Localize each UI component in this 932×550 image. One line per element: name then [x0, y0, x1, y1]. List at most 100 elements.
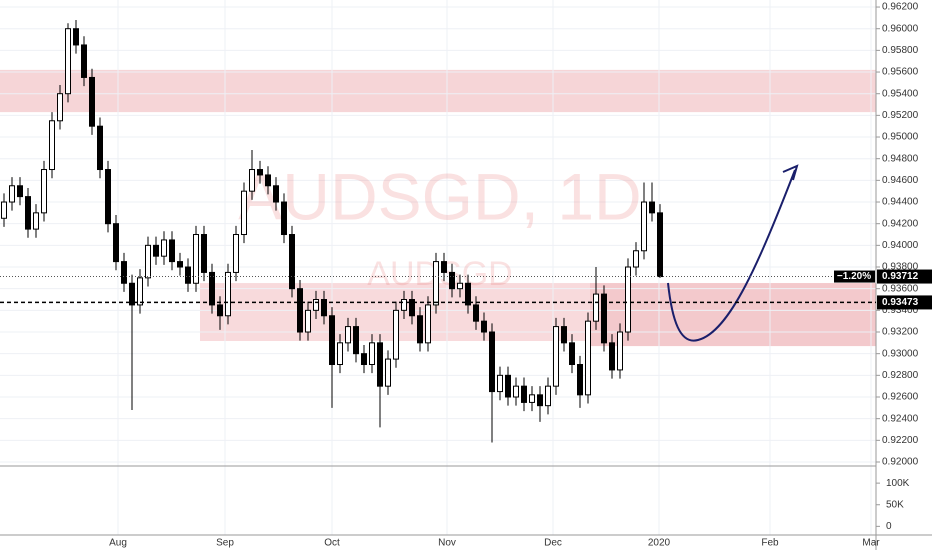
candle-body	[321, 299, 327, 317]
candle-body	[57, 93, 63, 122]
candle-body	[273, 185, 279, 203]
y-tick-label: 0.92600	[882, 392, 919, 403]
level-box	[877, 295, 932, 310]
candle-body	[585, 320, 591, 396]
watermark-subtitle: AUDSGD	[367, 255, 512, 293]
candle-body	[121, 261, 127, 284]
candle-body	[353, 326, 359, 355]
y-tick-label: 0.92400	[882, 413, 919, 424]
y-tick-label: 0.93000	[882, 348, 919, 359]
candle-body	[185, 266, 191, 284]
candle-body	[169, 239, 175, 263]
volume-tick-label: 100K	[886, 478, 910, 489]
candle-body	[217, 304, 223, 317]
candle-body	[433, 261, 439, 306]
candle-body	[521, 385, 527, 403]
candle-body	[529, 394, 535, 403]
volume-tick-label: 50K	[886, 499, 904, 510]
level-label: 0.93473	[882, 297, 919, 308]
candle-body	[153, 244, 159, 257]
candle-body	[65, 28, 71, 95]
candle-body	[265, 174, 271, 187]
x-tick-label: Sep	[216, 538, 234, 549]
candle-body	[201, 234, 207, 273]
last-price-box	[877, 269, 932, 284]
candle-body	[545, 385, 551, 407]
y-tick-label: 0.96200	[882, 2, 919, 13]
candle-body	[641, 201, 647, 252]
candle-body	[177, 261, 183, 268]
y-tick-label: 0.93600	[882, 283, 919, 294]
candle-body	[137, 277, 143, 306]
candle-body	[513, 385, 519, 398]
watermark-title: AUDSGD, 1D	[238, 159, 641, 233]
last-price-label: 0.93712	[882, 271, 919, 282]
change-label: −1.20%	[837, 271, 871, 282]
y-tick-label: 0.95800	[882, 45, 919, 56]
candle-body	[369, 342, 375, 366]
candle-body	[305, 309, 311, 333]
projection-curve	[667, 169, 796, 342]
y-tick-label: 0.92000	[882, 457, 919, 468]
x-tick-label: Mar	[862, 538, 880, 549]
candle-body	[601, 293, 607, 344]
candle-body	[617, 331, 623, 371]
candle-body	[17, 185, 23, 198]
candle-body	[289, 234, 295, 290]
y-tick-label: 0.95600	[882, 67, 919, 78]
y-tick-label: 0.95200	[882, 110, 919, 121]
y-tick-label: 0.95400	[882, 88, 919, 99]
candle-body	[425, 304, 431, 344]
candle-body	[41, 169, 47, 214]
candle-body	[105, 169, 111, 225]
change-box	[834, 270, 875, 283]
candle-body	[233, 234, 239, 273]
candle-body	[473, 304, 479, 322]
candle-body	[345, 326, 351, 344]
candle-body	[593, 293, 599, 322]
candle-body	[633, 250, 639, 268]
candle-body	[505, 374, 511, 398]
candle-body	[161, 239, 167, 257]
candle-body	[393, 309, 399, 360]
candle-body	[337, 342, 343, 366]
candle-body	[465, 282, 471, 306]
candle-body	[9, 185, 15, 203]
candle-body	[385, 358, 391, 387]
candle-body	[401, 299, 407, 311]
y-tick-label: 0.95000	[882, 132, 919, 143]
candle-body	[225, 271, 231, 317]
candle-body	[657, 212, 663, 278]
candle-body	[193, 234, 199, 284]
candle-body	[297, 288, 303, 333]
zone	[0, 69, 876, 113]
candle-body	[25, 196, 31, 230]
candle-body	[89, 76, 95, 127]
y-tick-label: 0.94600	[882, 175, 919, 186]
candle-body	[481, 320, 487, 333]
y-tick-label: 0.93200	[882, 327, 919, 338]
candle-body	[73, 28, 79, 46]
projection-arrowhead	[782, 164, 799, 181]
volume-tick-label: 0	[886, 521, 892, 532]
candle-body	[609, 342, 615, 371]
candle-body	[281, 201, 287, 236]
y-tick-label: 0.94200	[882, 218, 919, 229]
candle-body	[649, 201, 655, 214]
y-tick-label: 0.94800	[882, 153, 919, 164]
x-tick-label: 2020	[648, 538, 671, 549]
candle-body	[489, 331, 495, 393]
candle-body	[577, 364, 583, 396]
candle-body	[1, 201, 7, 219]
y-tick-label: 0.94000	[882, 240, 919, 251]
y-tick-label: 0.92200	[882, 435, 919, 446]
y-tick-label: 0.92800	[882, 370, 919, 381]
candle-body	[457, 282, 463, 290]
candle-body	[561, 326, 567, 344]
candle-body	[97, 125, 103, 171]
candle-body	[361, 353, 367, 366]
candle-body	[145, 244, 151, 279]
y-tick-label: 0.96000	[882, 23, 919, 34]
y-tick-label: 0.93400	[882, 305, 919, 316]
